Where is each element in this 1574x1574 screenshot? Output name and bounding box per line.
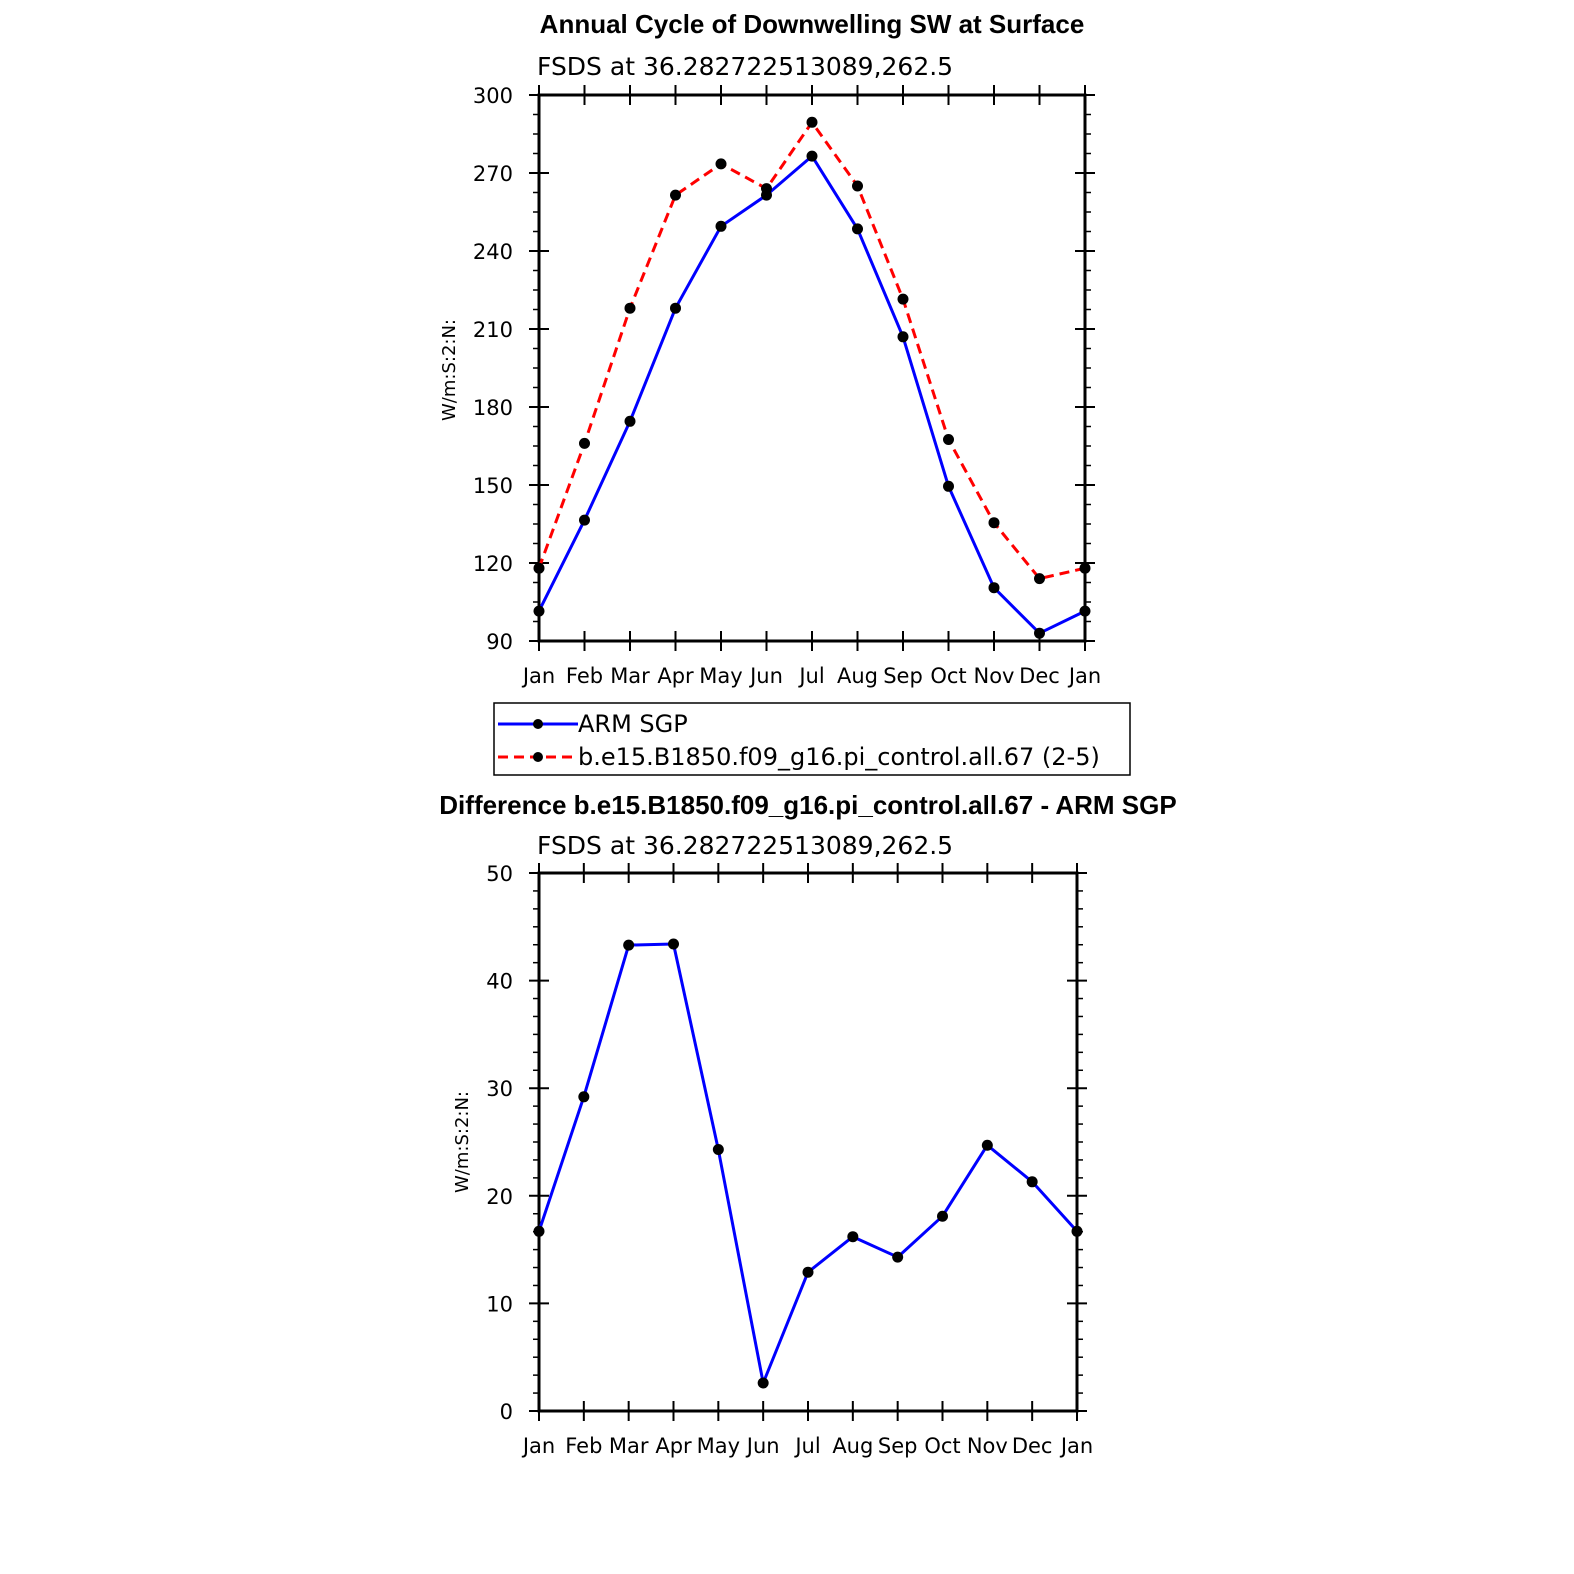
bottom-xtick-label: Feb: [565, 1434, 602, 1458]
bottom-series-1-point: [578, 1091, 590, 1103]
bottom-chart: 0 10 20 30 40 50 Jan Feb Mar Apr May Jun Jul Aug Sep Oc…: [486, 862, 1093, 1458]
bottom-xtick-label: May: [697, 1434, 740, 1458]
bottom-series-1-line: [537, 942, 1079, 1385]
top-series-1-point: [943, 480, 954, 492]
top-series-2-point: [624, 302, 636, 314]
top-series-1-point: [670, 302, 681, 314]
top-series-1-line: [537, 154, 1086, 635]
bottom-xtick-label: Jan: [521, 1434, 555, 1458]
top-series-1-point: [988, 582, 1000, 594]
top-series-2-point: [852, 180, 863, 192]
legend-marker-series-1: [533, 719, 543, 729]
top-series-2-point: [988, 517, 1000, 529]
top-series-1-point: [806, 150, 818, 162]
top-chart-title: Annual Cycle of Downwelling SW at Surfac…: [540, 9, 1085, 39]
top-series-2-point: [533, 562, 545, 574]
bottom-series-1-point: [1026, 1176, 1038, 1188]
bottom-ytick-label: 30: [486, 1077, 513, 1101]
bottom-chart-subtitle: FSDS at 36.282722513089,262.5: [537, 831, 953, 860]
top-xtick-label: Jun: [748, 664, 783, 688]
bottom-series-1-point: [892, 1251, 904, 1263]
bottom-xtick-label: Jun: [745, 1434, 780, 1458]
top-ytick-label: 270: [473, 162, 513, 186]
top-xtick-label: Sep: [883, 664, 923, 688]
top-ytick-label: 90: [486, 630, 513, 654]
bottom-xtick-label: Jan: [1059, 1434, 1093, 1458]
top-series-1-point: [533, 605, 545, 617]
top-series-1-point: [852, 223, 863, 235]
bottom-series-1-point: [668, 938, 679, 950]
bottom-ytick-label: 40: [486, 970, 513, 994]
bottom-series-1-point: [533, 1225, 545, 1237]
top-series-2-line: [537, 120, 1086, 581]
top-chart-subtitle: FSDS at 36.282722513089,262.5: [537, 52, 953, 81]
bottom-xtick-label: Dec: [1012, 1434, 1053, 1458]
top-ytick-label: 180: [473, 396, 513, 420]
top-xtick-label: May: [699, 664, 742, 688]
top-xtick-label: Jan: [1067, 664, 1101, 688]
bottom-series-1-point: [1071, 1225, 1083, 1237]
bottom-xtick-label: Aug: [832, 1434, 873, 1458]
bottom-series-1-point: [981, 1139, 993, 1151]
top-series-1-point: [897, 331, 909, 343]
top-xtick-label: Nov: [974, 664, 1015, 688]
bottom-chart-ylabel: W/m:S:2:N:: [452, 1091, 473, 1193]
top-ytick-label: 150: [473, 474, 513, 498]
top-ytick-label: 210: [473, 318, 513, 342]
top-xtick-label: Dec: [1019, 664, 1060, 688]
top-plot-frame: [537, 93, 1087, 643]
bottom-xtick-label: Oct: [924, 1434, 960, 1458]
top-xtick-label: Mar: [610, 664, 650, 688]
bottom-series-1-point: [937, 1210, 948, 1222]
top-series-1-point: [1079, 605, 1091, 617]
top-ytick-label: 300: [473, 84, 513, 108]
top-series-1-point: [715, 220, 727, 232]
top-xtick-label: Aug: [837, 664, 878, 688]
bottom-series-1-point: [623, 939, 635, 951]
bottom-series-1-point: [847, 1231, 859, 1243]
top-series-2-point: [1079, 562, 1091, 574]
top-series-2-point: [897, 293, 909, 305]
top-series-2-point: [1034, 573, 1045, 585]
bottom-series-1-point: [802, 1266, 814, 1278]
top-series-1-point: [624, 415, 636, 427]
legend-marker-series-2: [533, 752, 543, 762]
bottom-ytick-label: 0: [500, 1400, 513, 1424]
bottom-ytick-label: 10: [486, 1292, 513, 1316]
legend: ARM SGP b.e15.B1850.f09_g16.pi_control.a…: [493, 702, 1131, 776]
top-ytick-label: 240: [473, 240, 513, 264]
top-ytick-label: 120: [473, 552, 513, 576]
top-xtick-label: Oct: [930, 664, 966, 688]
bottom-xtick-label: Sep: [878, 1434, 918, 1458]
legend-label-series-2: b.e15.B1850.f09_g16.pi_control.all.67 (2…: [578, 743, 1100, 771]
bottom-chart-title: Difference b.e15.B1850.f09_g16.pi_contro…: [439, 790, 1176, 820]
top-xtick-label: Jan: [521, 664, 555, 688]
bottom-ytick-label: 50: [486, 862, 513, 886]
bottom-xtick-label: Mar: [609, 1434, 649, 1458]
bottom-xtick-label: Apr: [655, 1434, 692, 1458]
bottom-series-1-point: [757, 1377, 769, 1389]
top-xtick-label: Feb: [566, 664, 603, 688]
bottom-xtick-label: Jul: [793, 1434, 820, 1458]
bottom-plot-frame: [537, 871, 1079, 1413]
bottom-ytick-label: 20: [486, 1185, 513, 1209]
bottom-xtick-label: Nov: [967, 1434, 1008, 1458]
top-series-2-point: [761, 183, 772, 195]
legend-frame: [493, 702, 1131, 776]
top-series-2-point: [943, 434, 954, 445]
top-chart-ylabel: W/m:S:2:N:: [439, 319, 460, 421]
legend-label-series-1: ARM SGP: [578, 710, 688, 738]
top-series-1-point: [579, 514, 590, 526]
top-series-2-point: [806, 116, 818, 128]
bottom-series-1-point: [712, 1144, 724, 1156]
top-series-1-point: [1034, 627, 1045, 639]
top-series-2-point: [579, 437, 590, 449]
top-xtick-label: Apr: [657, 664, 694, 688]
top-series-2-point: [715, 158, 727, 170]
top-series-2-point: [670, 189, 681, 201]
top-xtick-label: Jul: [797, 664, 824, 688]
